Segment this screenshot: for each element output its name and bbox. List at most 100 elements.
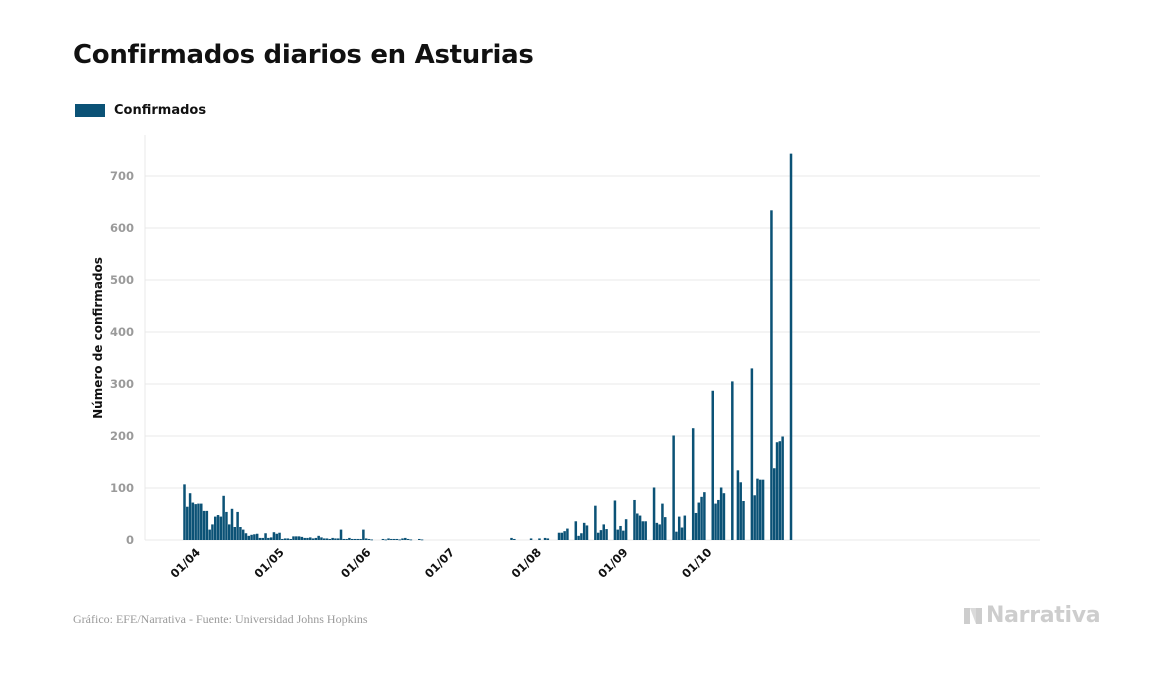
bar bbox=[191, 502, 195, 540]
bar bbox=[401, 538, 404, 540]
bar bbox=[409, 539, 413, 541]
bar bbox=[334, 538, 337, 540]
bar bbox=[683, 515, 687, 540]
bar bbox=[328, 538, 332, 540]
bar bbox=[306, 537, 309, 540]
bar bbox=[719, 487, 723, 540]
bar bbox=[323, 538, 326, 540]
y-tick-label: 400 bbox=[110, 325, 134, 339]
bar bbox=[582, 522, 586, 540]
bar bbox=[697, 502, 701, 540]
narrativa-logo-icon bbox=[964, 607, 982, 624]
bar bbox=[183, 484, 186, 540]
bar bbox=[359, 538, 362, 540]
bar bbox=[255, 533, 259, 540]
chart-title: Confirmados diarios en Asturias bbox=[73, 40, 534, 70]
bar bbox=[420, 539, 424, 541]
bar bbox=[613, 500, 617, 540]
bar bbox=[278, 532, 281, 540]
bar bbox=[250, 534, 253, 540]
bar bbox=[602, 524, 605, 540]
bar bbox=[636, 513, 639, 540]
legend-label: Confirmados bbox=[114, 103, 207, 118]
bar bbox=[258, 537, 262, 540]
bar bbox=[186, 506, 189, 540]
bar bbox=[331, 537, 334, 540]
x-tick-label: 01/09 bbox=[595, 545, 631, 581]
bar bbox=[652, 487, 656, 540]
bar bbox=[269, 537, 273, 540]
bar bbox=[267, 537, 270, 540]
bar bbox=[295, 536, 298, 540]
bar bbox=[594, 505, 597, 540]
bar bbox=[247, 535, 251, 540]
bar bbox=[356, 538, 360, 540]
bar bbox=[736, 470, 740, 540]
bar bbox=[599, 530, 603, 540]
x-tick-label: 01/08 bbox=[509, 545, 545, 581]
y-tick-label: 0 bbox=[126, 533, 134, 547]
bar bbox=[283, 538, 287, 540]
bar bbox=[641, 521, 645, 540]
bar bbox=[241, 529, 245, 540]
brand-logo: Narrativa bbox=[962, 603, 1101, 628]
bar bbox=[309, 537, 312, 540]
bar bbox=[563, 531, 566, 540]
bar bbox=[336, 538, 340, 540]
bar bbox=[619, 525, 622, 540]
legend: Confirmados bbox=[75, 103, 206, 118]
y-tick-label: 300 bbox=[110, 377, 134, 391]
bar bbox=[770, 210, 773, 540]
bar bbox=[406, 538, 410, 540]
bar bbox=[216, 515, 220, 540]
bar bbox=[756, 478, 759, 540]
bar bbox=[211, 524, 214, 540]
bar bbox=[261, 537, 265, 540]
bar bbox=[353, 538, 357, 540]
bar bbox=[510, 537, 513, 540]
bar bbox=[233, 527, 237, 540]
bar bbox=[605, 529, 608, 540]
bar bbox=[286, 538, 290, 540]
x-tick-label: 01/10 bbox=[679, 545, 715, 581]
bar bbox=[320, 537, 323, 540]
bar bbox=[560, 532, 564, 540]
bar bbox=[694, 512, 698, 540]
bar bbox=[339, 529, 343, 540]
bar bbox=[208, 529, 211, 540]
bar bbox=[577, 535, 580, 540]
bar bbox=[300, 536, 304, 540]
bar bbox=[205, 510, 209, 540]
bar bbox=[691, 428, 695, 540]
bar bbox=[644, 521, 647, 540]
bar bbox=[714, 503, 717, 540]
bar bbox=[272, 532, 276, 540]
bar bbox=[753, 495, 756, 540]
y-tick-labels: 0 100 200 300 400 500 600 700 bbox=[110, 169, 134, 547]
bar bbox=[202, 510, 206, 540]
bar bbox=[253, 534, 256, 540]
bar bbox=[529, 538, 533, 540]
bar bbox=[390, 538, 393, 540]
bar bbox=[325, 538, 329, 540]
bar bbox=[557, 532, 561, 540]
bar bbox=[580, 533, 583, 540]
gridlines bbox=[145, 175, 1040, 541]
x-tick-label: 01/07 bbox=[422, 545, 458, 581]
bar bbox=[722, 493, 726, 540]
bar bbox=[381, 538, 385, 540]
bar bbox=[574, 521, 578, 540]
bar bbox=[778, 441, 782, 540]
bar bbox=[317, 535, 320, 540]
bar bbox=[742, 501, 745, 540]
bar bbox=[663, 517, 667, 540]
bar bbox=[675, 531, 678, 540]
bar bbox=[197, 503, 200, 540]
bar bbox=[680, 527, 684, 540]
bar bbox=[350, 538, 354, 540]
bar bbox=[404, 537, 407, 540]
bar bbox=[655, 522, 659, 540]
bar bbox=[750, 368, 754, 540]
y-tick-label: 600 bbox=[110, 221, 134, 235]
